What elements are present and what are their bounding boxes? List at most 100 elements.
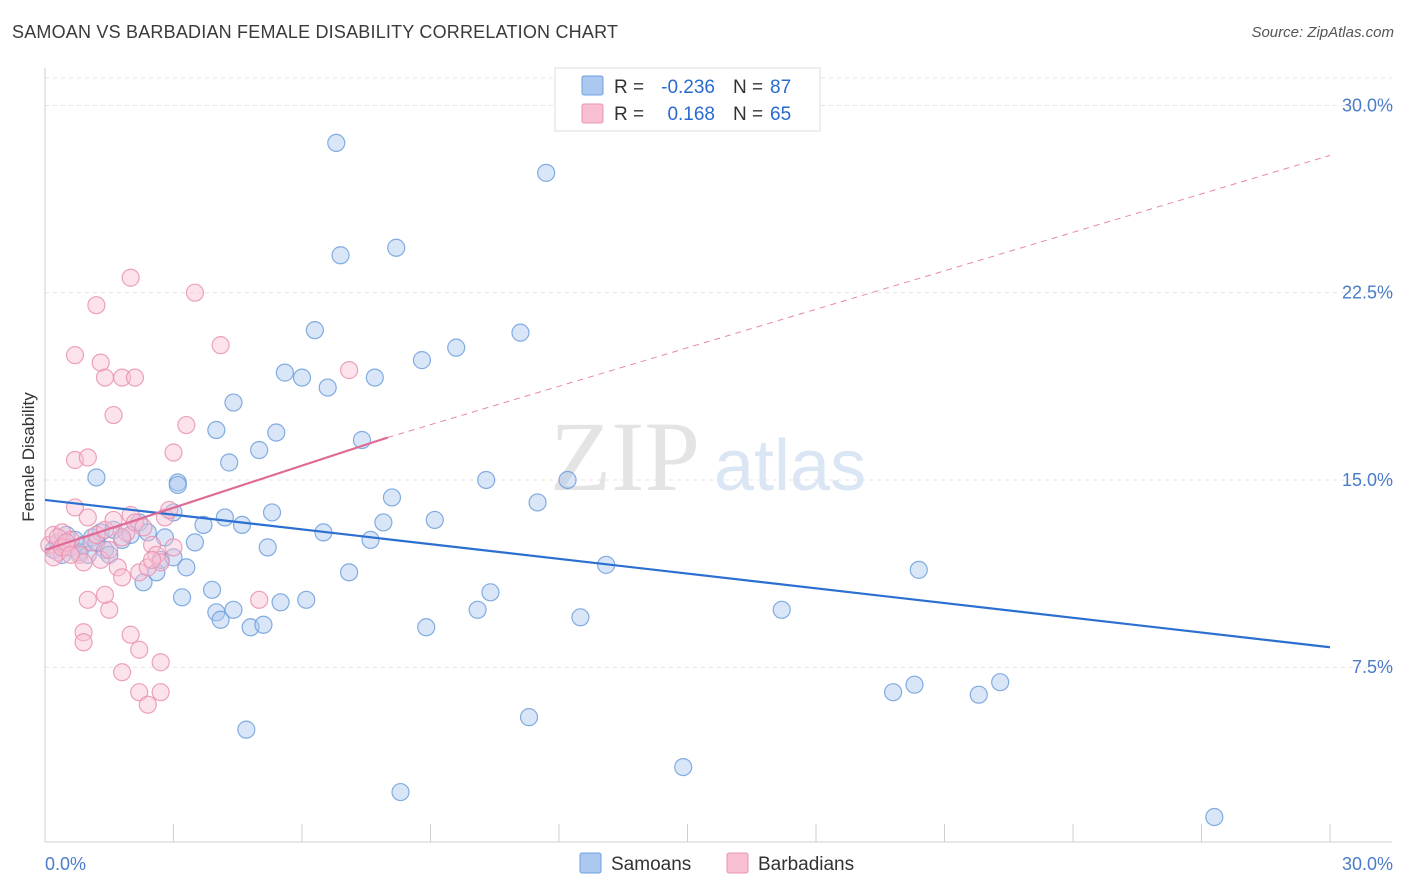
point-samoans xyxy=(382,488,402,507)
y-tick-label: 30.0% xyxy=(1342,95,1393,115)
point-barbadians xyxy=(87,296,106,315)
point-samoans xyxy=(1205,807,1224,827)
series-legend-swatch-barbadians xyxy=(726,852,749,874)
x-tick-label: 30.0% xyxy=(1342,854,1393,874)
watermark: ZIP atlas xyxy=(550,401,866,512)
point-barbadians xyxy=(130,563,149,582)
source-label: Source: ZipAtlas.com xyxy=(1251,24,1394,41)
point-samoans xyxy=(232,515,252,535)
point-samoans xyxy=(391,782,410,802)
point-barbadians xyxy=(74,623,93,642)
point-samoans xyxy=(447,338,466,357)
trend-lines xyxy=(44,154,1331,649)
watermark-zip: ZIP xyxy=(550,401,700,512)
point-samoans xyxy=(477,470,496,490)
trend-line-barbadians xyxy=(44,436,389,551)
point-barbadians xyxy=(164,443,183,462)
point-samoans xyxy=(387,238,406,257)
point-barbadians xyxy=(151,683,170,702)
point-samoans xyxy=(519,708,539,727)
chart-title: SAMOAN VS BARBADIAN FEMALE DISABILITY CO… xyxy=(12,22,619,42)
point-barbadians xyxy=(65,346,85,365)
point-samoans xyxy=(571,608,590,627)
point-barbadians xyxy=(95,585,115,604)
point-barbadians xyxy=(95,368,115,387)
point-samoans xyxy=(207,420,226,440)
tick-labels: 7.5% 15.0% 22.5% 30.0% 0.0% 30.0% xyxy=(45,95,1393,874)
point-samoans xyxy=(468,600,487,619)
grid-lines xyxy=(45,77,1392,668)
point-samoans xyxy=(327,133,346,153)
point-barbadians xyxy=(100,540,119,559)
point-barbadians xyxy=(142,535,162,554)
point-samoans xyxy=(177,558,196,577)
point-samoans xyxy=(224,393,243,412)
point-samoans xyxy=(172,588,192,607)
point-barbadians xyxy=(78,508,97,527)
y-axis-label: Female Disability xyxy=(19,392,38,522)
point-samoans xyxy=(365,368,384,387)
point-samoans xyxy=(100,545,119,564)
legend-r-value: -0.236 xyxy=(661,77,715,98)
series-legend-label-samoans: Samoans xyxy=(611,854,691,875)
point-samoans xyxy=(425,510,444,530)
point-barbadians xyxy=(138,695,157,714)
point-samoans xyxy=(511,323,530,342)
point-barbadians xyxy=(112,368,132,387)
legend-n-label: N = xyxy=(733,77,763,98)
y-tick-label: 15.0% xyxy=(1342,470,1393,490)
point-samoans xyxy=(258,538,277,557)
point-barbadians xyxy=(74,633,93,652)
point-samoans xyxy=(537,163,556,182)
point-barbadians xyxy=(78,590,97,609)
point-barbadians xyxy=(151,653,170,672)
legend-r-label: R = xyxy=(614,104,644,125)
watermark-atlas: atlas xyxy=(714,426,866,506)
point-samoans xyxy=(87,468,106,487)
point-samoans xyxy=(297,590,316,609)
legend-r-label: R = xyxy=(614,77,644,98)
point-barbadians xyxy=(78,448,97,467)
y-tick-label: 22.5% xyxy=(1342,283,1393,303)
legend-n-value: 65 xyxy=(770,104,791,125)
point-samoans xyxy=(254,615,273,634)
point-samoans xyxy=(318,378,337,397)
series-legend-swatch-samoans xyxy=(579,852,602,874)
point-barbadians xyxy=(121,625,140,644)
point-samoans xyxy=(194,515,213,535)
trend-extension-barbadians xyxy=(387,154,1331,439)
x-tick-label: 0.0% xyxy=(45,854,86,874)
point-samoans xyxy=(558,470,577,490)
point-samoans xyxy=(202,580,222,599)
point-samoans xyxy=(262,503,282,522)
point-samoans xyxy=(250,440,269,460)
data-points xyxy=(40,133,1224,827)
point-barbadians xyxy=(130,683,149,702)
point-barbadians xyxy=(340,361,359,380)
point-samoans xyxy=(168,475,187,495)
point-samoans xyxy=(374,513,393,532)
point-samoans xyxy=(331,246,350,265)
point-samoans xyxy=(361,530,380,549)
legend-n-label: N = xyxy=(733,104,763,125)
point-samoans xyxy=(267,423,286,442)
point-samoans xyxy=(905,675,924,694)
point-barbadians xyxy=(130,640,149,659)
point-samoans xyxy=(481,583,500,602)
point-samoans xyxy=(185,533,205,552)
series-legend-label-barbadians: Barbadians xyxy=(758,854,854,875)
legend-n-value: 87 xyxy=(770,77,791,98)
point-samoans xyxy=(305,321,324,340)
point-barbadians xyxy=(112,568,132,587)
y-tick-label: 7.5% xyxy=(1352,657,1393,677)
legend-swatch-barbadians xyxy=(581,103,604,124)
legend-swatch-samoans xyxy=(581,75,604,96)
point-samoans xyxy=(292,368,312,387)
point-barbadians xyxy=(112,663,132,682)
point-barbadians xyxy=(211,336,230,355)
point-samoans xyxy=(340,563,359,582)
point-samoans xyxy=(991,673,1010,692)
point-samoans xyxy=(275,363,294,382)
point-samoans xyxy=(211,610,230,629)
point-samoans xyxy=(237,720,256,739)
